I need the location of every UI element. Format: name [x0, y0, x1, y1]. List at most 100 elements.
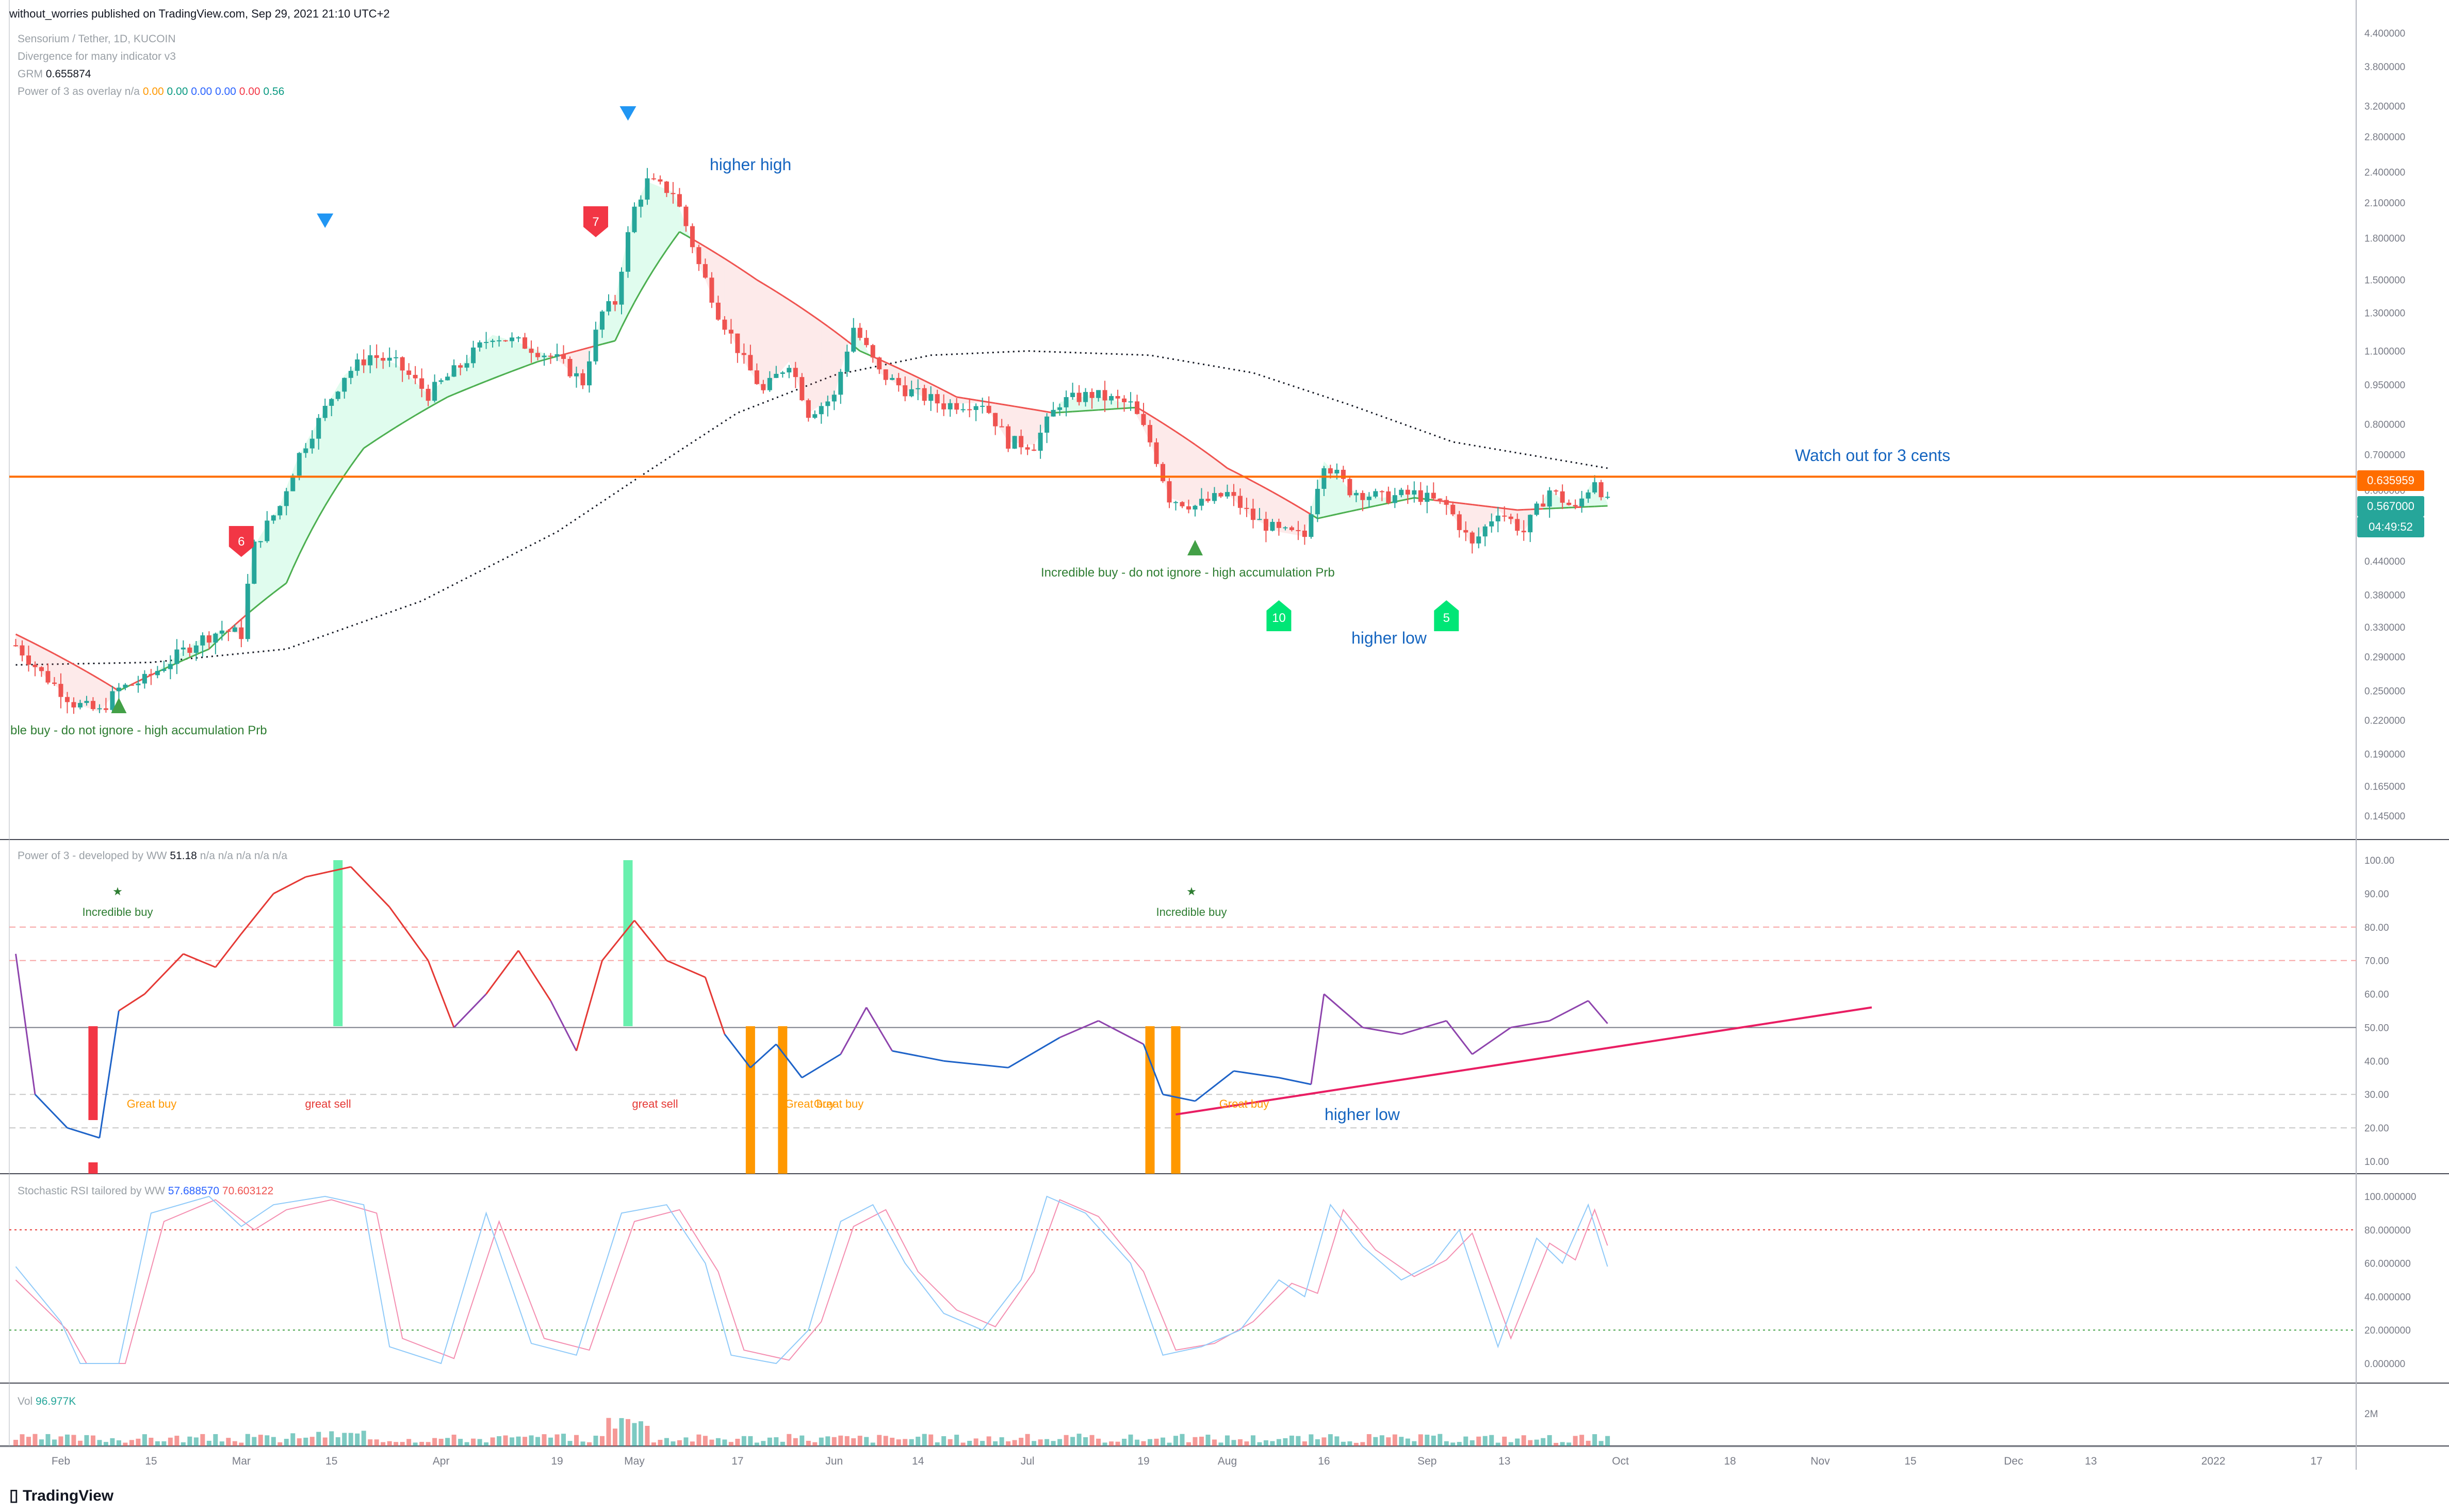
- ema-line-segment: [1459, 502, 1466, 505]
- candle-body: [1386, 491, 1391, 503]
- volume-bar: [451, 1435, 456, 1446]
- volume-bar: [593, 1435, 598, 1446]
- volume-bar: [999, 1437, 1004, 1446]
- ema-line-segment: [1504, 507, 1511, 510]
- volume-bar: [638, 1421, 643, 1446]
- power3-line-segment: [550, 1000, 577, 1051]
- sma-line: [15, 350, 1608, 666]
- volume-bar: [709, 1439, 714, 1446]
- candle-body: [1547, 490, 1552, 507]
- candle-body: [864, 338, 869, 346]
- ema-cloud-segment: [995, 403, 1002, 432]
- ema-line-segment: [1117, 407, 1124, 410]
- ema-line-segment: [1085, 409, 1092, 412]
- ema-cloud-segment: [351, 365, 357, 466]
- volume-bar: [542, 1434, 547, 1446]
- candle-body: [664, 182, 669, 193]
- great-buy-label: Great buy: [1219, 1097, 1269, 1110]
- candle-body: [1257, 519, 1262, 520]
- ema-cloud-segment: [827, 326, 835, 401]
- candle-body: [355, 359, 360, 371]
- ema-line-segment: [1014, 405, 1021, 408]
- ema-line-segment: [1408, 497, 1415, 500]
- sell-signal-icon: [317, 213, 334, 228]
- time-tick-label: 2022: [2201, 1455, 2226, 1467]
- stoch-tick-label: 40.000000: [2364, 1292, 2411, 1303]
- ema-cloud-segment: [834, 331, 841, 397]
- ema-line-segment: [924, 380, 932, 385]
- ema-line-segment: [711, 250, 719, 255]
- vol-title: Vol: [18, 1395, 33, 1407]
- ema-line-segment: [253, 602, 262, 609]
- price-tick-label: 0.145000: [2364, 811, 2405, 822]
- ema-cloud-segment: [647, 182, 654, 280]
- volume-bar: [703, 1436, 708, 1446]
- candle-body: [767, 377, 772, 390]
- ema-line-segment: [1214, 457, 1221, 464]
- ema-line-segment: [1278, 495, 1286, 500]
- power3-line-segment: [633, 919, 667, 961]
- ema-cloud-segment: [1195, 445, 1202, 506]
- volume-bar: [213, 1434, 218, 1446]
- candle-body: [471, 347, 476, 364]
- volume-bar: [1392, 1434, 1397, 1446]
- power3-line-segment: [601, 919, 635, 961]
- ema-cloud-segment: [157, 665, 164, 672]
- candle-body: [464, 363, 469, 368]
- volume-bar: [677, 1440, 682, 1446]
- vol-value: 96.977K: [36, 1395, 76, 1407]
- volume-bar: [142, 1434, 147, 1446]
- power3-line-segment: [215, 933, 242, 968]
- volume-bar: [1186, 1442, 1191, 1446]
- candle-body: [1373, 491, 1378, 497]
- candle-body: [329, 399, 334, 406]
- candle-body: [683, 206, 689, 226]
- ema-line-segment: [505, 370, 513, 375]
- power3-line-segment: [273, 876, 306, 895]
- ema-line-segment: [234, 618, 242, 626]
- candle-body: [1167, 481, 1172, 503]
- volume-bar: [1302, 1441, 1307, 1446]
- ema-line-segment: [131, 680, 139, 685]
- power-overlay-value: n/a: [124, 86, 140, 97]
- volume-bar: [155, 1441, 160, 1446]
- power3-line-segment: [704, 977, 726, 1034]
- ema-cloud-segment: [106, 683, 112, 704]
- power3-line-segment: [576, 960, 603, 1051]
- volume-bar: [39, 1439, 44, 1446]
- ema-cloud-segment: [1537, 500, 1543, 510]
- volume-bar: [1250, 1435, 1255, 1446]
- badge-label: 6: [238, 535, 244, 549]
- last-price-badge: 0.567000: [2357, 496, 2424, 517]
- time-tick-label: Feb: [52, 1455, 70, 1467]
- ema-line-segment: [737, 266, 745, 272]
- time-tick-label: Oct: [1612, 1455, 1629, 1467]
- volume-bar: [606, 1418, 611, 1446]
- ema-cloud-segment: [344, 370, 351, 475]
- candle-body: [368, 355, 373, 366]
- volume-bar: [71, 1435, 76, 1446]
- volume-bar: [960, 1442, 966, 1446]
- ema-cloud-segment: [1021, 407, 1028, 445]
- ema-line-segment: [22, 636, 29, 642]
- ema-line-segment: [473, 383, 480, 387]
- ema-line-segment: [988, 401, 995, 404]
- volume-bar: [1180, 1434, 1185, 1446]
- candle-body: [1328, 468, 1333, 474]
- power3-extra-value: n/a: [269, 850, 288, 862]
- ema-line-segment: [1478, 504, 1485, 507]
- power3-line-segment: [1323, 993, 1363, 1028]
- power3-line-segment: [892, 1050, 944, 1062]
- volume-bar: [1605, 1436, 1610, 1446]
- candle-body: [935, 394, 940, 404]
- ema-cloud-segment: [1266, 488, 1272, 529]
- candle-body: [438, 380, 444, 382]
- time-tick-label: 18: [1724, 1455, 1736, 1467]
- candle-body: [973, 406, 978, 410]
- candle-body: [1450, 504, 1456, 515]
- candle-body: [361, 359, 366, 366]
- candle-body: [271, 515, 276, 521]
- annotations: 6 7 10 5 higher high Watch out for 3 cents hig…: [10, 106, 1950, 1124]
- volume-bar: [980, 1441, 985, 1446]
